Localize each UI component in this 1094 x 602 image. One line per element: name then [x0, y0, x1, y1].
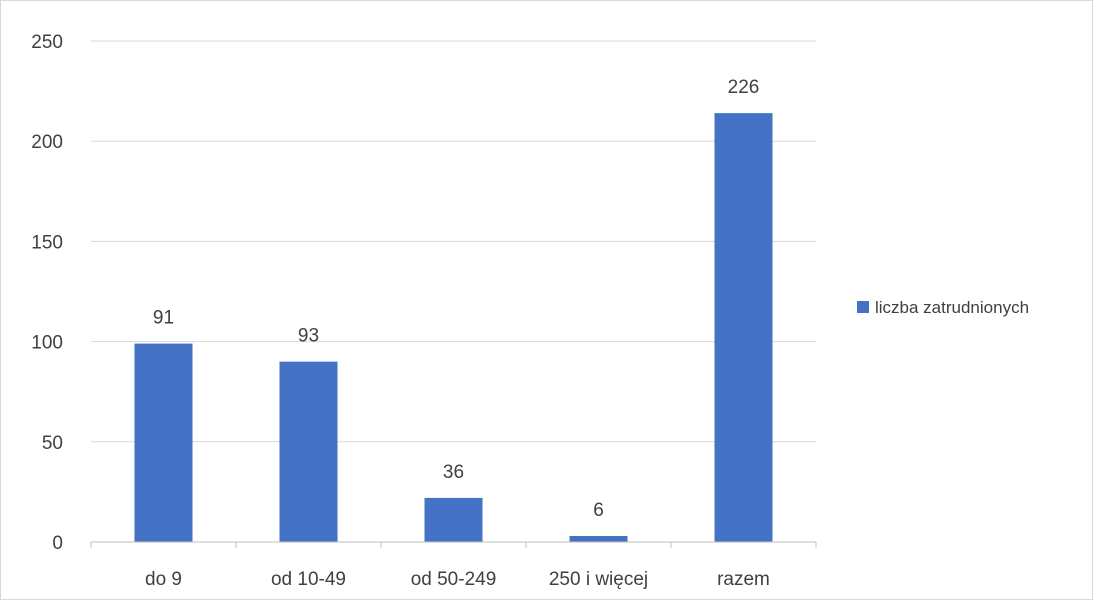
category-label: od 50-249	[411, 569, 497, 590]
legend: liczba zatrudnionych	[857, 298, 1029, 317]
data-label: 226	[728, 77, 760, 98]
bars	[134, 113, 773, 543]
x-axis	[90, 541, 817, 548]
grid-lines	[91, 40, 816, 443]
y-tick-label: 200	[31, 132, 63, 153]
y-tick-label: 250	[31, 32, 63, 53]
bar	[569, 535, 628, 542]
category-label: od 10-49	[271, 569, 346, 590]
y-tick-label: 150	[31, 232, 63, 253]
data-label: 91	[153, 308, 174, 329]
bar	[134, 343, 193, 542]
category-label: razem	[717, 569, 770, 590]
y-axis-tick-labels: 0 50 100 150 200 250	[31, 32, 63, 554]
legend-label: liczba zatrudnionych	[875, 298, 1029, 317]
data-label: 36	[443, 462, 464, 483]
legend-swatch	[857, 301, 869, 313]
y-tick-label: 0	[52, 533, 63, 554]
bar	[714, 113, 773, 543]
y-tick-label: 50	[42, 433, 63, 454]
bar	[279, 361, 338, 542]
data-label: 6	[593, 500, 604, 521]
x-axis-category-labels: do 9 od 10-49 od 50-249 250 i więcej razem	[145, 569, 770, 590]
data-label: 93	[298, 326, 319, 347]
y-tick-label: 100	[31, 333, 63, 354]
category-label: 250 i więcej	[549, 569, 648, 590]
bar	[424, 497, 483, 542]
category-label: do 9	[145, 569, 182, 590]
data-labels: 91 93 36 6 226	[153, 77, 759, 521]
